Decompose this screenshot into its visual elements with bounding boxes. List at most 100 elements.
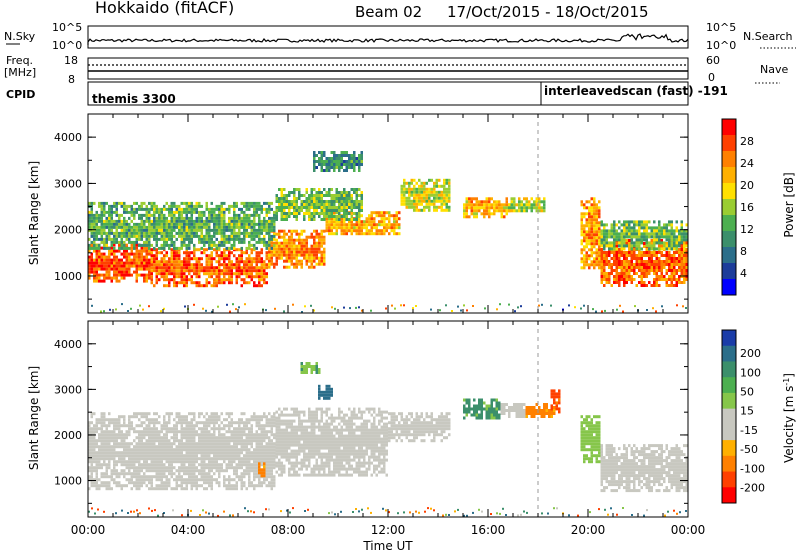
echo-cell (210, 445, 213, 449)
echo-cell (343, 163, 346, 166)
echo-cell (683, 254, 686, 257)
echo-cell (233, 263, 236, 267)
echo-cell (295, 229, 298, 233)
echo-cell (223, 222, 226, 226)
echo-cell (230, 263, 233, 267)
echo-cell (270, 250, 273, 254)
echo-cell (373, 232, 376, 236)
echo-cell (243, 219, 246, 223)
echo-cell (645, 254, 648, 257)
echo-cell (273, 253, 276, 257)
echo-cell (125, 273, 128, 277)
echo-cell (268, 240, 271, 244)
echo-cell (153, 269, 156, 273)
echo-cell (153, 436, 156, 440)
echo-cell (130, 207, 133, 211)
echo-cell (670, 257, 673, 260)
echo-cell (160, 213, 163, 217)
echo-cell (100, 240, 103, 244)
echo-cell (323, 218, 326, 221)
echo-cell (430, 187, 433, 191)
echo-cell (623, 263, 626, 266)
echo-cell (210, 484, 213, 488)
echo-cell (128, 231, 131, 235)
echo-cell (123, 433, 126, 437)
noise-cell (463, 304, 465, 307)
echo-cell (203, 439, 206, 443)
echo-cell (225, 454, 228, 458)
echo-cell (333, 226, 336, 230)
echo-cell (93, 273, 96, 277)
echo-cell (428, 208, 431, 212)
echo-cell (218, 275, 221, 279)
echo-cell (120, 261, 123, 265)
echo-cell (160, 269, 163, 273)
echo-cell (113, 469, 116, 473)
echo-cell (115, 228, 118, 232)
echo-cell (320, 238, 323, 242)
echo-cell (263, 272, 266, 276)
echo-cell (205, 231, 208, 235)
echo-cell (140, 442, 143, 446)
echo-cell (358, 206, 361, 209)
echo-cell (138, 457, 141, 461)
echo-cell (173, 418, 176, 422)
echo-cell (603, 272, 606, 275)
echo-cell (198, 415, 201, 419)
echo-cell (88, 469, 91, 473)
echo-cell (393, 226, 396, 230)
noise-cell (472, 305, 474, 307)
echo-cell (323, 238, 326, 242)
echo-cell (658, 229, 661, 233)
echo-cell (220, 445, 223, 449)
echo-cell (165, 481, 168, 485)
echo-cell (418, 178, 421, 182)
echo-cell (313, 218, 316, 221)
echo-cell (250, 275, 253, 279)
echo-cell (123, 475, 126, 479)
echo-cell (108, 439, 111, 443)
echo-cell (155, 421, 158, 425)
echo-cell (193, 457, 196, 461)
echo-cell (635, 235, 638, 239)
echo-cell (110, 219, 113, 223)
echo-cell (320, 203, 323, 206)
echo-cell (500, 215, 503, 219)
echo-cell (150, 269, 153, 273)
echo-cell (345, 160, 348, 163)
echo-cell (138, 261, 141, 265)
echo-cell (320, 244, 323, 248)
echo-cell (320, 157, 323, 160)
echo-cell (208, 418, 211, 422)
echo-cell (288, 229, 291, 233)
echo-cell (178, 484, 181, 488)
echo-cell (248, 219, 251, 223)
echo-cell (108, 204, 111, 208)
echo-cell (263, 225, 266, 229)
echo-cell (168, 463, 171, 467)
echo-cell (193, 424, 196, 428)
echo-cell (318, 163, 321, 166)
echo-cell (148, 448, 151, 452)
echo-cell (128, 457, 131, 461)
echo-cell (243, 251, 246, 255)
echo-cell (123, 219, 126, 223)
echo-cell (105, 472, 108, 476)
echo-cell (685, 232, 688, 236)
echo-cell (183, 448, 186, 452)
echo-cell (193, 484, 196, 488)
echo-cell (190, 266, 193, 270)
echo-cell (115, 261, 118, 265)
echo-cell (170, 228, 173, 232)
echo-cell (185, 439, 188, 443)
echo-cell (260, 278, 263, 282)
echo-cell (268, 201, 271, 205)
echo-cell (210, 246, 213, 250)
echo-cell (115, 469, 118, 473)
echo-cell (230, 219, 233, 223)
echo-cell (115, 240, 118, 244)
echo-cell (218, 418, 221, 422)
echo-cell (438, 193, 441, 197)
echo-cell (415, 199, 418, 203)
echo-cell (140, 445, 143, 449)
